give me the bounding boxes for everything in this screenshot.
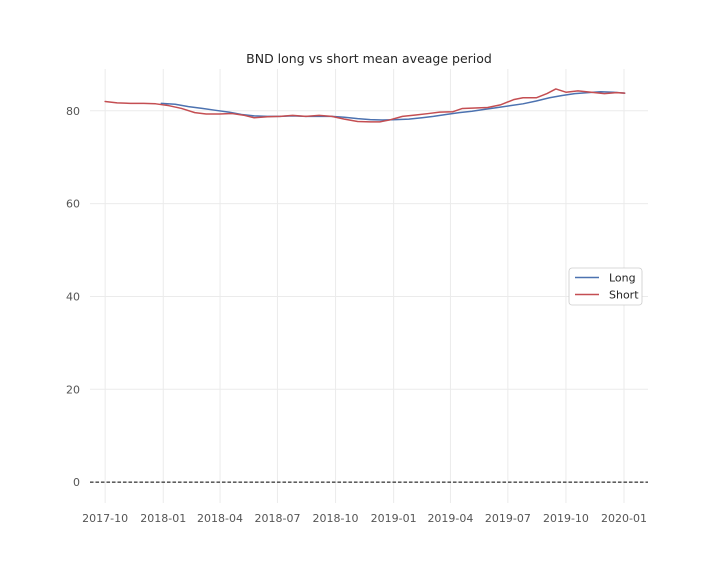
series-line-short bbox=[104, 88, 626, 123]
x-tick-label-0: 2017-10 bbox=[82, 512, 128, 525]
x-tick-label-2: 2018-04 bbox=[197, 512, 243, 525]
x-tick-label-6: 2019-04 bbox=[427, 512, 473, 525]
x-gridlines bbox=[104, 69, 625, 503]
x-tick-label-5: 2019-01 bbox=[371, 512, 417, 525]
y-tick-label-3: 60 bbox=[66, 198, 80, 211]
y-tick-label-4: 80 bbox=[66, 105, 80, 118]
y-tick-labels: 0 20 40 60 80 bbox=[66, 105, 80, 489]
x-tick-label-4: 2018-10 bbox=[313, 512, 359, 525]
legend-label-long: Long bbox=[609, 272, 636, 285]
y-tick-label-1: 20 bbox=[66, 383, 80, 396]
x-tick-label-1: 2018-01 bbox=[140, 512, 186, 525]
x-tick-label-7: 2019-07 bbox=[485, 512, 531, 525]
y-tick-label-2: 40 bbox=[66, 290, 80, 303]
x-tick-label-3: 2018-07 bbox=[254, 512, 300, 525]
x-tick-label-9: 2020-01 bbox=[601, 512, 647, 525]
x-tick-labels: 2017-10 2018-01 2018-04 2018-07 2018-10 2019-… bbox=[82, 512, 647, 525]
legend-label-short: Short bbox=[609, 289, 639, 302]
x-tick-label-8: 2019-10 bbox=[543, 512, 589, 525]
y-gridlines bbox=[90, 110, 648, 483]
series-layer bbox=[104, 88, 626, 123]
legend: Long Short bbox=[568, 267, 643, 306]
y-tick-label-0: 0 bbox=[73, 476, 80, 489]
chart-title: BND long vs short mean aveage period bbox=[246, 51, 492, 66]
series-line-long bbox=[160, 90, 626, 121]
